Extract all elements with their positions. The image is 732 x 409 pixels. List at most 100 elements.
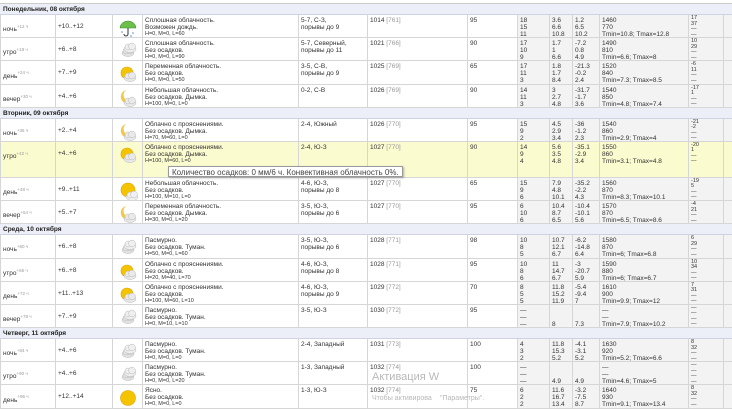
precipitation-tooltip: Количество осадков: 0 мм/6 ч. Конвективн…	[168, 166, 403, 177]
data-value: 11	[520, 31, 527, 38]
sun-small-cloud-icon[interactable]	[118, 181, 138, 201]
data-value: —	[691, 304, 697, 311]
data-value: 8	[520, 267, 524, 275]
data-value: 860	[602, 150, 613, 158]
forecast-row[interactable]: вечер+54 ч +5..+7 Переменная облачность. Бе…	[0, 201, 732, 225]
humidity: 95	[470, 260, 478, 268]
data-column-4: 1640 930 Tmin=9.1; Tmax=13.4	[599, 385, 688, 408]
data-value: 900	[602, 290, 613, 298]
forecast-row[interactable]: ночь+12 ч +10..+12 Сплошная облачность. Воз…	[0, 15, 732, 39]
data-value: 1630	[602, 341, 617, 349]
forecast-row[interactable]: день+72 ч +11..+13 Облачно с прояснениями.…	[0, 281, 732, 305]
precipitation: Без осадков. Туман.	[145, 313, 206, 321]
data-value: 5	[520, 297, 524, 304]
pressure-cell: 1030 [772]	[367, 304, 467, 328]
data-column-5: 8 32— —	[688, 385, 723, 408]
wind: 3-5, С-В,	[301, 63, 328, 71]
data-column-4: 1610 900 Tmin=9.9; Tmax=12	[599, 281, 688, 304]
scroll-edge-cell	[723, 339, 732, 362]
overcast-cloud-icon[interactable]	[118, 41, 138, 60]
period-cell: день+72 ч	[0, 281, 55, 304]
data-column-2: 11.6 16.7 13.4	[549, 385, 572, 408]
data-value: 860	[602, 127, 613, 135]
data-value: —	[691, 362, 697, 369]
forecast-row[interactable]: вечер+30 ч +4..+6 Небольшая облачность. Без…	[0, 84, 732, 108]
data-value: 11.8	[552, 341, 565, 349]
forecast-row[interactable]: ночь+84 ч +4..+6 Пасмурно. Без осадков. Тум…	[0, 339, 732, 363]
sun-icon[interactable]	[118, 388, 138, 407]
period-cell: ночь+84 ч	[0, 339, 55, 362]
overcast-cloud-icon[interactable]	[118, 365, 138, 384]
data-value: 15	[520, 120, 528, 128]
forecast-row[interactable]: ночь+60 ч +6..+8 Пасмурно. Без осадков. Тум…	[0, 235, 732, 259]
overcast-cloud-icon[interactable]	[118, 342, 138, 361]
data-column-1: 10 8 6	[517, 258, 549, 281]
forecast-row[interactable]: вечер+78 ч +7..+9 Пасмурно. Без осадков. Ту…	[0, 304, 732, 329]
weather-icon-cell	[112, 84, 142, 107]
period-cell: день+96 ч	[0, 385, 55, 408]
data-value: 810	[602, 47, 613, 55]
cloud-layers: H=100, M=60, L=0	[145, 157, 191, 164]
data-column-1: — — —	[517, 362, 549, 385]
cloud-layers: H=70, M=60, L=0	[145, 134, 188, 141]
data-value: 9	[520, 186, 524, 194]
data-value: Tmin=9.9; Tmax=12	[602, 297, 661, 304]
wind-cell: 1-3, Ю-З	[298, 385, 367, 408]
moon-cloud-icon[interactable]	[118, 88, 138, 107]
forecast-row[interactable]: день+24 ч +7..+9 Переменная облачность. Без…	[0, 61, 732, 85]
data-value: 10.8	[552, 31, 565, 38]
forecast-row[interactable]: день+48 ч +9..+11 Небольшая облачность. Без…	[0, 177, 732, 202]
temperature-cell: +4..+6	[55, 84, 112, 107]
forecast-row[interactable]: день+96 ч +12..+14 Ясно. Без осадков. H=0, M…	[0, 385, 732, 409]
data-value: 2	[520, 355, 524, 362]
data-value: Tmin=10.8; Tmax=12.8	[602, 31, 670, 38]
cloud-layers: H=30, M=0, L=20	[145, 217, 188, 224]
forecast-row[interactable]: утро+18 ч +6..+8 Сплошная облачность. Без о…	[0, 38, 732, 62]
forecast-row[interactable]: утро+66 ч +6..+8 Облачно с прояснениями. Бе…	[0, 258, 732, 282]
data-value: 18	[520, 17, 528, 24]
sun-cloud-icon[interactable]	[118, 285, 138, 304]
data-value: 11	[691, 66, 697, 73]
data-value: 770	[602, 24, 613, 31]
pressure-cell: 1029 [772]	[367, 281, 467, 304]
pressure-mmhg: [772]	[386, 306, 401, 314]
data-value: 6.7	[552, 251, 562, 258]
data-value: Tmin=2.9; Tmax=4	[602, 134, 657, 141]
sun-cloud-icon[interactable]	[118, 262, 138, 281]
data-value: 8.4	[552, 77, 562, 84]
moon-cloud-icon[interactable]	[118, 122, 138, 141]
rain-umbrella-icon[interactable]	[118, 18, 138, 37]
data-column-2: 3 2.7 4.8	[549, 84, 572, 107]
cloud-layers: H=0, M=0, L=90	[145, 54, 185, 61]
cloudiness: Облачно с прояснениями.	[145, 120, 224, 128]
description-cell: Облачно с прояснениями. Без осадков. H=20,…	[142, 258, 298, 281]
temperature-cell: +12..+14	[55, 385, 112, 408]
description-cell: Переменная облачность. Без осадков. H=0, M…	[142, 61, 298, 84]
cloudiness: Облачно с прояснениями.	[145, 143, 224, 151]
scroll-edge-cell	[723, 235, 732, 258]
data-column-4: — — Tmin=4.6; Tmax=5	[599, 362, 688, 385]
sun-cloud-icon[interactable]	[118, 64, 138, 83]
data-column-2: 11.8 15.2 11.9	[549, 281, 572, 304]
data-column-4: 1550 860 Tmin=3.1; Tmax=4.8	[599, 141, 688, 177]
wind-gusts: порывы до 6	[301, 210, 340, 218]
data-value	[575, 371, 597, 378]
forecast-row[interactable]: утро+90 ч +4..+6 Пасмурно. Без осадков. Тум…	[0, 362, 732, 386]
overcast-cloud-icon[interactable]	[118, 238, 138, 257]
data-column-2: 1.8 1.7 8.4	[549, 61, 572, 84]
description-cell: Пасмурно. Без осадков. Туман. H=0, M=0, L=…	[142, 339, 298, 362]
moon-cloud-icon[interactable]	[118, 204, 138, 223]
overcast-cloud-icon[interactable]	[118, 308, 138, 327]
cloudiness: Пасмурно.	[145, 341, 177, 349]
wind-cell: 4-6, Ю-З, порывы до 8	[298, 177, 367, 201]
precipitation: Без осадков. Туман.	[145, 244, 206, 252]
forecast-row[interactable]: ночь+36 ч +2..+4 Облачно с прояснениями. Бе…	[0, 118, 732, 142]
wind-gusts: порывы до 9	[301, 70, 340, 78]
data-column-3: -3 -20.7 5.9	[572, 258, 599, 281]
sun-cloud-icon[interactable]	[118, 145, 138, 165]
data-column-4: — — Tmin=7.9; Tmax=10.2	[599, 304, 688, 328]
data-column-4: 1460 770 Tmin=10.8; Tmax=12.8	[599, 15, 688, 38]
forecast-row[interactable]: утро+42 ч +4..+6 Облачно с прояснениями. Бе…	[0, 141, 732, 178]
data-column-3: -36 -1.2 2.3	[572, 118, 599, 141]
pressure-mmhg: [770]	[386, 120, 401, 128]
